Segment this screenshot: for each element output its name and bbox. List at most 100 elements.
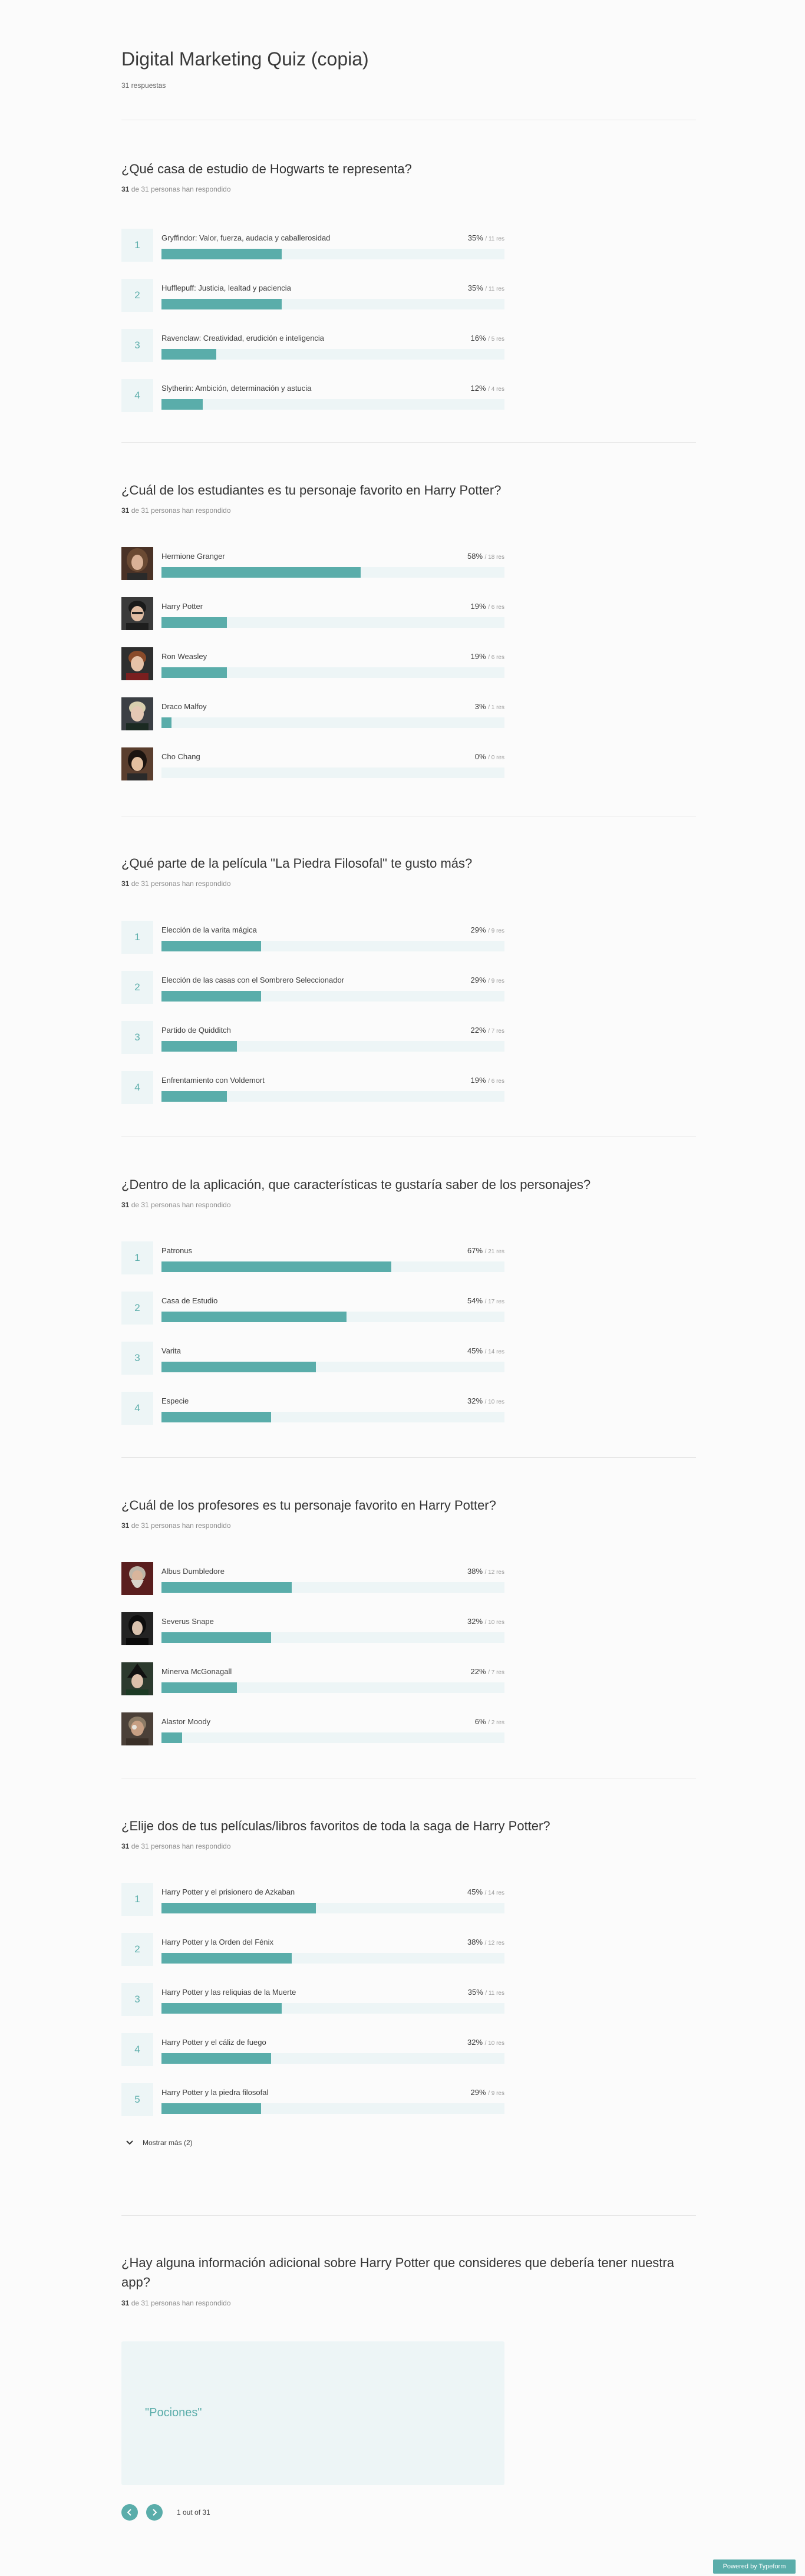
option-percent: 35% / 11 res — [467, 233, 504, 242]
result-bar-fill — [161, 1312, 347, 1322]
result-bar-track — [161, 1041, 504, 1052]
option-label: Patronus — [161, 1246, 193, 1255]
result-bar-fill — [161, 1582, 292, 1593]
option-label: Elección de las casas con el Sombrero Se… — [161, 976, 345, 984]
show-more-button[interactable]: Mostrar más (2) — [126, 2139, 193, 2147]
result-bar-fill — [161, 717, 172, 728]
option-percent: 22% / 7 res — [470, 1667, 504, 1676]
option-row: Minerva McGonagall 22% / 7 res — [121, 1662, 504, 1695]
result-bar-fill — [161, 299, 282, 309]
answered-note: 31 de 31 personas han respondido — [121, 1521, 231, 1530]
option-label: Alastor Moody — [161, 1717, 211, 1726]
previous-response-button[interactable] — [121, 2504, 138, 2521]
option-percent: 19% / 6 res — [470, 652, 504, 661]
question-title: ¿Dentro de la aplicación, que caracterís… — [121, 1177, 591, 1192]
option-number: 3 — [121, 1342, 153, 1375]
moody-avatar — [121, 1712, 153, 1745]
option-percent: 32% / 10 res — [467, 1617, 504, 1626]
option-row: 1 Patronus 67% / 21 res — [121, 1241, 504, 1274]
option-percent: 32% / 10 res — [467, 1396, 504, 1405]
option-label: Harry Potter y el cáliz de fuego — [161, 2038, 266, 2047]
hermione-avatar — [121, 547, 153, 580]
result-bar-fill — [161, 667, 227, 678]
option-percent: 29% / 9 res — [470, 976, 504, 984]
question-title: ¿Elije dos de tus películas/libros favor… — [121, 1819, 550, 1833]
option-percent: 35% / 11 res — [467, 284, 504, 292]
option-percent: 22% / 7 res — [470, 1026, 504, 1035]
option-row: 3 Harry Potter y las reliquias de la Mue… — [121, 1983, 504, 2016]
option-label: Slytherin: Ambición, determinación y ast… — [161, 384, 312, 393]
option-percent: 35% / 11 res — [467, 1988, 504, 1997]
option-label: Harry Potter y la piedra filosofal — [161, 2088, 269, 2097]
option-row: Draco Malfoy 3% / 1 res — [121, 697, 504, 730]
option-label: Albus Dumbledore — [161, 1567, 225, 1576]
option-percent: 45% / 14 res — [467, 1346, 504, 1355]
result-bar-track — [161, 2053, 504, 2064]
draco-avatar — [121, 697, 153, 730]
option-label: Hufflepuff: Justicia, lealtad y pacienci… — [161, 284, 291, 292]
result-bar-fill — [161, 1261, 391, 1272]
result-bar-track — [161, 767, 504, 778]
result-bar-track — [161, 1903, 504, 1913]
result-bar-fill — [161, 1903, 316, 1913]
result-bar-fill — [161, 1412, 272, 1422]
question-title: ¿Hay alguna información adicional sobre … — [121, 2255, 674, 2290]
option-number: 3 — [121, 1983, 153, 2016]
option-percent: 29% / 9 res — [470, 925, 504, 934]
result-bar-track — [161, 1362, 504, 1372]
option-number: 3 — [121, 1021, 153, 1054]
powered-by-badge[interactable]: Powered by Typeform — [713, 2559, 796, 2574]
result-bar-fill — [161, 399, 203, 410]
result-bar-track — [161, 717, 504, 728]
option-label: Gryffindor: Valor, fuerza, audacia y cab… — [161, 233, 331, 242]
ron-avatar — [121, 647, 153, 680]
option-label: Harry Potter y las reliquias de la Muert… — [161, 1988, 296, 1997]
option-row: 3 Partido de Quidditch 22% / 7 res — [121, 1021, 504, 1054]
option-percent: 6% / 2 res — [474, 1717, 504, 1726]
result-bar-track — [161, 249, 504, 259]
option-row: 1 Elección de la varita mágica 29% / 9 r… — [121, 921, 504, 954]
option-row: 2 Harry Potter y la Orden del Fénix 38% … — [121, 1933, 504, 1966]
option-number: 1 — [121, 1241, 153, 1274]
question-title: ¿Qué parte de la película "La Piedra Fil… — [121, 856, 473, 871]
answered-note: 31 de 31 personas han respondido — [121, 506, 231, 515]
option-percent: 19% / 6 res — [470, 602, 504, 611]
option-number: 2 — [121, 1292, 153, 1325]
result-bar-fill — [161, 249, 282, 259]
option-percent: 38% / 12 res — [467, 1938, 504, 1946]
response-pager: 1 out of 31 — [121, 2504, 210, 2521]
option-row: Cho Chang 0% / 0 res — [121, 747, 504, 780]
result-bar-track — [161, 567, 504, 578]
result-bar-track — [161, 1632, 504, 1643]
result-bar-track — [161, 1682, 504, 1693]
result-bar-track — [161, 2103, 504, 2114]
chevron-right-icon — [153, 2509, 157, 2516]
option-row: 1 Gryffindor: Valor, fuerza, audacia y c… — [121, 229, 504, 262]
result-bar-fill — [161, 2003, 282, 2014]
result-bar-track — [161, 991, 504, 1002]
result-bar-fill — [161, 2053, 272, 2064]
next-response-button[interactable] — [146, 2504, 163, 2521]
option-label: Partido de Quidditch — [161, 1026, 231, 1035]
option-percent: 58% / 18 res — [467, 552, 504, 561]
pager-status: 1 out of 31 — [177, 2508, 210, 2516]
result-bar-track — [161, 1412, 504, 1422]
option-percent: 67% / 21 res — [467, 1246, 504, 1255]
question-title: ¿Qué casa de estudio de Hogwarts te repr… — [121, 162, 412, 176]
result-bar-fill — [161, 567, 361, 578]
option-label: Draco Malfoy — [161, 702, 207, 711]
question-title: ¿Cuál de los estudiantes es tu personaje… — [121, 483, 502, 498]
mcgonagall-avatar — [121, 1662, 153, 1695]
option-percent: 19% / 6 res — [470, 1076, 504, 1085]
cho-avatar — [121, 747, 153, 780]
option-number: 2 — [121, 279, 153, 312]
answered-note: 31 de 31 personas han respondido — [121, 1201, 231, 1209]
harry-avatar — [121, 597, 153, 630]
option-number: 4 — [121, 1071, 153, 1104]
option-row: 4 Harry Potter y el cáliz de fuego 32% /… — [121, 2033, 504, 2066]
result-bar-fill — [161, 1953, 292, 1964]
option-row: 3 Ravenclaw: Creatividad, erudición e in… — [121, 329, 504, 362]
result-bar-track — [161, 1582, 504, 1593]
chevron-down-icon — [126, 2140, 133, 2145]
option-percent: 29% / 9 res — [470, 2088, 504, 2097]
